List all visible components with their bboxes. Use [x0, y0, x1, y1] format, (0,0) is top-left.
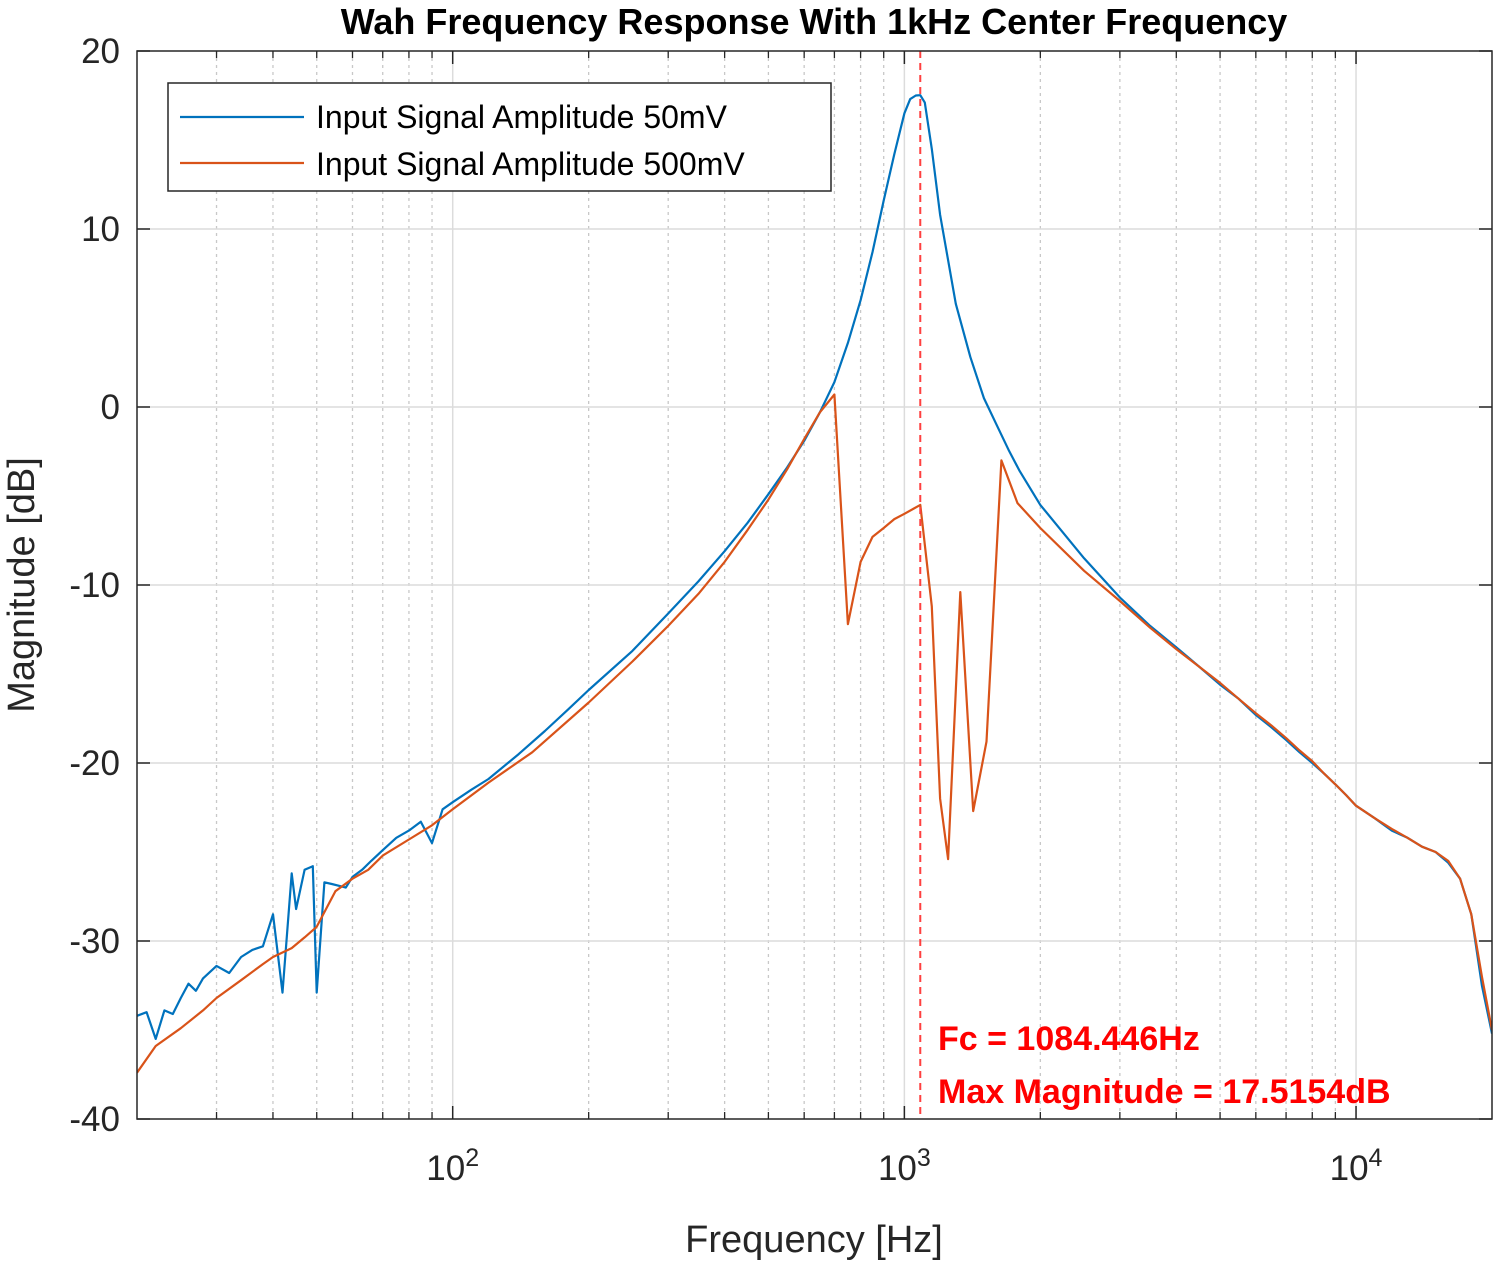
legend-box [167, 82, 832, 192]
y-axis-label: Magnitude [dB] [1, 457, 43, 713]
y-tick-label: 0 [101, 388, 120, 427]
series-layer [137, 51, 1492, 1119]
y-tick-label: 20 [81, 32, 120, 71]
legend: Input Signal Amplitude 50mV Input Signal… [167, 82, 832, 192]
chart-title: Wah Frequency Response With 1kHz Center … [341, 1, 1288, 42]
y-tick-label: 10 [81, 210, 120, 249]
y-tick-label: -20 [69, 744, 120, 783]
legend-label-50mv: Input Signal Amplitude 50mV [316, 99, 728, 135]
x-tick-label: 104 [1330, 1144, 1383, 1188]
max-magnitude-annotation: Max Magnitude = 17.5154dB [938, 1073, 1391, 1111]
x-tick-label: 102 [426, 1144, 479, 1188]
x-tick-label: 103 [878, 1144, 931, 1188]
fc-annotation: Fc = 1084.446Hz [938, 1020, 1200, 1058]
y-tick-label: -30 [69, 922, 120, 961]
x-axis-label: Frequency [Hz] [685, 1219, 943, 1261]
major-grid [137, 51, 1492, 1119]
legend-label-500mv: Input Signal Amplitude 500mV [316, 146, 745, 182]
series-line-500mv [137, 393, 1492, 1074]
axis-ticks [137, 50, 1492, 1120]
y-tick-labels: 20 10 0 -10 -20 -30 -40 [69, 32, 120, 1139]
y-tick-label: -40 [69, 1100, 120, 1139]
y-tick-label: -10 [69, 566, 120, 605]
x-tick-labels: 102 103 104 [426, 1144, 1382, 1188]
